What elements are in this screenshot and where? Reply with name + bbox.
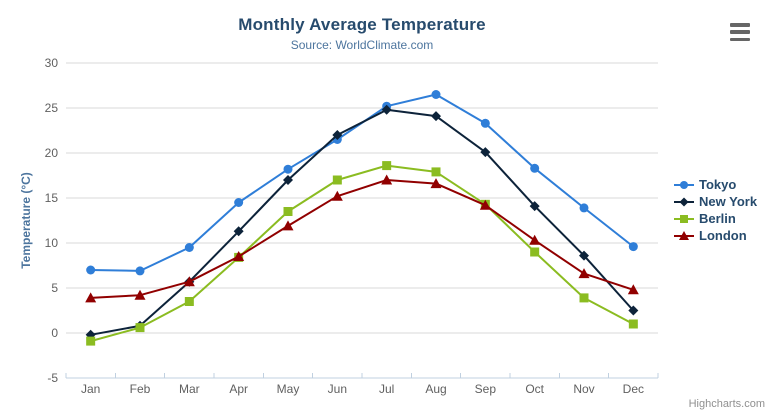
data-point[interactable] — [579, 293, 589, 303]
hamburger-icon — [730, 30, 750, 34]
data-point[interactable] — [430, 178, 442, 189]
series-line — [89, 93, 635, 272]
y-axis-label: 20 — [45, 146, 59, 160]
triangle-marker-icon — [674, 230, 694, 240]
data-point[interactable] — [283, 207, 293, 216]
x-axis-label: May — [277, 382, 300, 396]
x-axis-label: Dec — [623, 382, 644, 396]
series-line — [89, 108, 635, 336]
legend-label: Tokyo — [699, 177, 737, 192]
y-axis-label: 25 — [45, 101, 59, 115]
legend-label: Berlin — [699, 211, 736, 226]
legend-item-tokyo[interactable]: Tokyo — [674, 176, 757, 193]
data-point[interactable] — [282, 220, 294, 231]
data-point[interactable] — [184, 243, 194, 252]
legend: Tokyo New York Berlin London — [674, 176, 757, 244]
y-axis-title: Temperature (°C) — [19, 172, 33, 269]
x-axis-label: Feb — [130, 382, 151, 396]
chart-title: Monthly Average Temperature — [238, 15, 486, 34]
data-point[interactable] — [134, 289, 146, 300]
legend-label: New York — [699, 194, 758, 209]
data-point[interactable] — [628, 242, 638, 252]
hamburger-icon — [730, 37, 750, 41]
series-tokyo[interactable] — [86, 90, 638, 276]
chart-subtitle: Source: WorldClimate.com — [290, 38, 434, 52]
circle-marker-icon — [674, 180, 694, 189]
credits-link[interactable]: Highcharts.com — [688, 398, 765, 410]
series-london[interactable] — [85, 174, 639, 303]
hamburger-icon — [730, 23, 750, 27]
x-axis-label: Mar — [179, 382, 200, 396]
y-axis-label: 0 — [51, 326, 58, 340]
data-point[interactable] — [135, 266, 145, 276]
legend-item-berlin[interactable]: Berlin — [674, 210, 757, 227]
data-point[interactable] — [382, 161, 392, 171]
data-point[interactable] — [680, 180, 688, 189]
series-new-york[interactable] — [85, 104, 639, 340]
data-point[interactable] — [578, 268, 590, 279]
data-point[interactable] — [233, 226, 244, 237]
legend-item-new-york[interactable]: New York — [674, 193, 757, 210]
data-point[interactable] — [183, 276, 195, 287]
data-point[interactable] — [332, 175, 342, 185]
data-point[interactable] — [628, 319, 638, 329]
data-point[interactable] — [85, 292, 97, 303]
data-point[interactable] — [332, 130, 343, 140]
data-point[interactable] — [381, 104, 392, 115]
diamond-marker-icon — [674, 197, 694, 206]
x-axis-label: Jul — [379, 382, 394, 396]
x-axis-label: Jun — [328, 382, 347, 396]
data-point[interactable] — [679, 197, 689, 206]
data-point[interactable] — [431, 90, 441, 99]
x-axis-label: Aug — [425, 382, 446, 396]
data-point[interactable] — [283, 175, 293, 185]
data-point[interactable] — [579, 250, 589, 261]
y-axis-label: 5 — [51, 281, 58, 295]
data-point[interactable] — [480, 147, 491, 158]
data-point[interactable] — [530, 247, 540, 257]
data-point[interactable] — [679, 230, 689, 240]
x-axis-label: Apr — [229, 382, 248, 396]
data-point[interactable] — [431, 167, 441, 177]
data-point[interactable] — [184, 297, 194, 306]
data-point[interactable] — [135, 323, 145, 333]
data-point[interactable] — [480, 118, 490, 128]
data-point[interactable] — [233, 251, 245, 261]
data-point[interactable] — [529, 234, 541, 245]
data-point[interactable] — [530, 163, 540, 173]
x-axis-label: Sep — [475, 382, 497, 396]
data-point[interactable] — [579, 203, 589, 213]
data-point[interactable] — [86, 265, 96, 275]
data-point[interactable] — [283, 164, 293, 174]
data-point[interactable] — [628, 305, 639, 316]
data-point[interactable] — [86, 336, 96, 346]
data-point[interactable] — [381, 174, 393, 185]
data-point[interactable] — [234, 198, 244, 207]
y-axis-label: 30 — [45, 56, 59, 70]
data-point[interactable] — [627, 284, 639, 295]
x-axis-label: Nov — [573, 382, 594, 396]
data-point[interactable] — [529, 201, 540, 212]
y-axis-label: 10 — [45, 236, 59, 250]
y-axis-label: -5 — [47, 371, 58, 385]
data-point[interactable] — [479, 199, 491, 210]
data-point[interactable] — [431, 111, 441, 122]
x-axis-label: Jan — [81, 382, 100, 396]
data-point[interactable] — [680, 214, 688, 223]
legend-item-london[interactable]: London — [674, 227, 757, 244]
series-line — [89, 179, 635, 299]
data-point[interactable] — [331, 190, 343, 201]
x-axis-label: Oct — [525, 382, 544, 396]
square-marker-icon — [674, 214, 694, 223]
series-line — [89, 164, 635, 343]
y-axis-label: 15 — [45, 191, 59, 205]
export-menu-button[interactable] — [728, 21, 754, 43]
legend-label: London — [699, 228, 747, 243]
